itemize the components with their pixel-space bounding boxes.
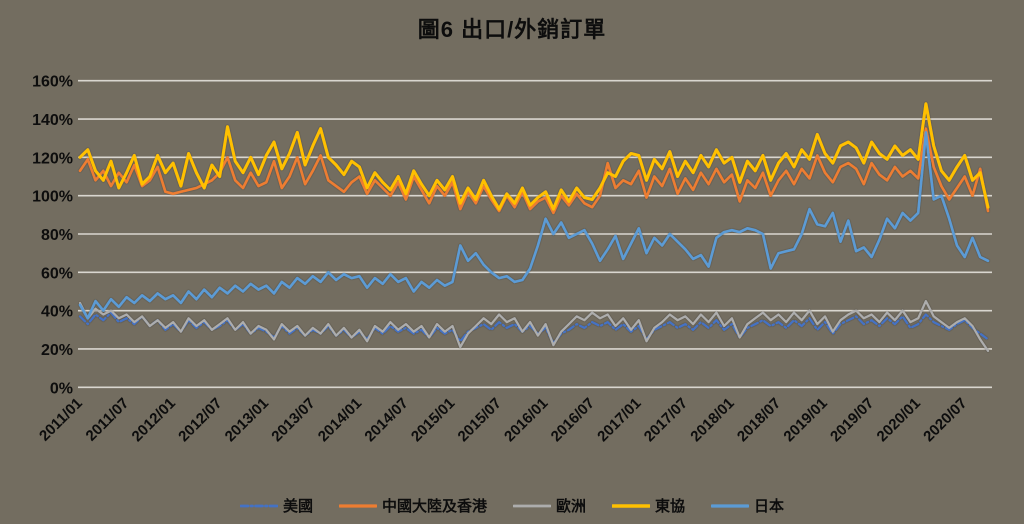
series-line-asean: [78, 102, 990, 211]
x-axis-label: 2014/07: [361, 395, 411, 445]
legend-label-us: 美國: [282, 498, 313, 515]
legend-swatch-europe-icon: [512, 504, 551, 507]
y-axis-label: 140%: [32, 112, 73, 129]
x-axis-label: 2019/01: [780, 395, 830, 445]
x-axis-label: 2011/07: [83, 395, 133, 445]
x-axis-label: 2013/01: [222, 395, 272, 445]
x-axis-label: 2020/01: [874, 395, 924, 445]
x-axis-label: 2019/07: [827, 395, 877, 445]
x-axis-label: 2016/07: [548, 395, 598, 445]
series-line-europe: [78, 300, 990, 352]
y-axis-label: 40%: [41, 304, 73, 321]
x-axis-labels: 2011/012011/072012/012012/072013/012013/…: [36, 395, 971, 445]
x-axis-label: 2017/01: [594, 395, 644, 445]
x-axis-label: 2015/01: [408, 395, 458, 445]
chart-title: 圖6 出口/外銷訂單: [417, 17, 607, 42]
x-axis-label: 2015/07: [455, 395, 505, 445]
x-axis-label: 2013/07: [268, 395, 318, 445]
legend-swatch-asean-icon: [612, 503, 650, 508]
y-axis-label: 20%: [41, 342, 73, 359]
series-line-japan: [78, 131, 990, 320]
x-axis-label: 2018/01: [687, 395, 737, 445]
legend-swatch-us-icon: [239, 504, 278, 507]
legend-item-asean: 東協: [612, 495, 685, 516]
legend-item-china-hk: 中國大陸及香港: [338, 495, 487, 516]
x-axis-label: 2012/07: [175, 395, 225, 445]
x-axis-label: 2020/07: [920, 395, 970, 445]
legend-item-us: 美國: [239, 495, 313, 516]
gridlines: [78, 79, 992, 389]
x-axis-label: 2014/01: [315, 395, 365, 445]
legend-label-europe: 歐洲: [555, 498, 586, 515]
y-axis-label: 0%: [50, 380, 73, 397]
legend: 美國 中國大陸及香港 歐洲 東協 日本: [0, 495, 1024, 516]
x-axis-label: 2012/01: [129, 395, 179, 445]
y-axis-label: 60%: [41, 265, 73, 282]
x-axis-label: 2018/07: [734, 395, 784, 445]
y-axis-label: 80%: [41, 227, 73, 244]
y-axis-label: 120%: [32, 150, 73, 167]
y-axis-labels: 0% 20% 40% 60% 80% 100% 120% 140% 160%: [32, 74, 73, 398]
legend-label-china-hk: 中國大陸及香港: [381, 498, 487, 515]
legend-swatch-china-hk-icon: [338, 503, 377, 508]
series-line-china-hk: [78, 127, 990, 215]
series-lines: [78, 102, 990, 352]
x-axis-label: 2011/01: [36, 395, 86, 445]
legend-label-japan: 日本: [754, 498, 785, 515]
y-axis-label: 160%: [32, 74, 73, 91]
legend-item-europe: 歐洲: [512, 495, 586, 516]
x-axis-label: 2016/01: [501, 395, 551, 445]
legend-item-japan: 日本: [711, 495, 784, 516]
y-axis-label: 100%: [32, 189, 73, 206]
x-axis-label: 2017/07: [641, 395, 691, 445]
legend-swatch-japan-icon: [711, 503, 750, 508]
legend-label-asean: 東協: [655, 498, 686, 515]
